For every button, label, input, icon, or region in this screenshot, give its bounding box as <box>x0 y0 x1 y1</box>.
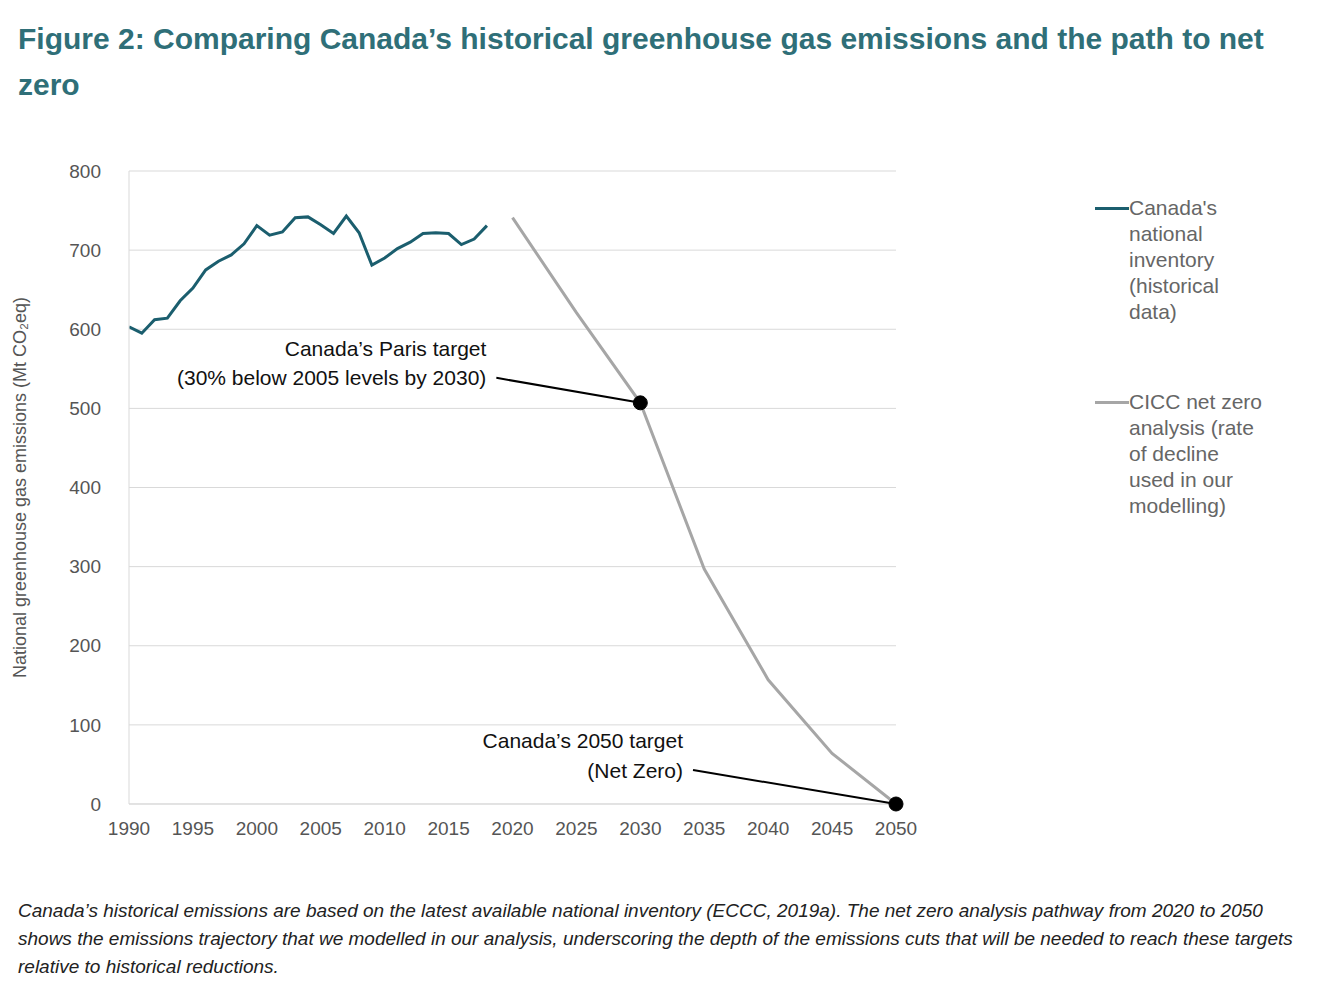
svg-text:1990: 1990 <box>108 818 150 839</box>
html-text:Canada’s historical emissions: Canada’s historical emissions are based … <box>18 900 1293 977</box>
svg-text:(Net Zero): (Net Zero) <box>587 759 683 782</box>
svg-text:2005: 2005 <box>300 818 342 839</box>
svg-text:Canada’s Paris target: Canada’s Paris target <box>285 337 487 360</box>
svg-text:800: 800 <box>69 161 101 182</box>
svg-text:Canada’s 2050 target: Canada’s 2050 target <box>483 729 684 752</box>
svg-text:400: 400 <box>69 477 101 498</box>
svg-text:2015: 2015 <box>427 818 469 839</box>
svg-text:700: 700 <box>69 240 101 261</box>
svg-text:2010: 2010 <box>364 818 406 839</box>
svg-text:600: 600 <box>69 319 101 340</box>
svg-text:0: 0 <box>90 794 101 815</box>
html-text:Canada's national inventory (h: Canada's national inventory (historical … <box>1129 196 1219 323</box>
svg-text:2000: 2000 <box>236 818 278 839</box>
html-text:CICC net zero analysis (rate o: CICC net zero analysis (rate of decline … <box>1129 390 1262 517</box>
svg-text:300: 300 <box>69 556 101 577</box>
svg-text:2020: 2020 <box>491 818 533 839</box>
svg-text:2025: 2025 <box>555 818 597 839</box>
svg-text:(30% below 2005 levels by 2030: (30% below 2005 levels by 2030) <box>177 366 486 389</box>
svg-text:2030: 2030 <box>619 818 661 839</box>
svg-text:500: 500 <box>69 398 101 419</box>
svg-text:National greenhouse gas emissi: National greenhouse gas emissions (Mt CO… <box>10 297 30 678</box>
html-text:Figure 2: Comparing Canada’s h: Figure 2: Comparing Canada’s historical … <box>18 22 1264 101</box>
svg-text:2050: 2050 <box>875 818 917 839</box>
svg-text:2040: 2040 <box>747 818 789 839</box>
svg-text:100: 100 <box>69 715 101 736</box>
svg-text:1995: 1995 <box>172 818 214 839</box>
svg-text:2045: 2045 <box>811 818 853 839</box>
svg-text:2035: 2035 <box>683 818 725 839</box>
svg-text:200: 200 <box>69 635 101 656</box>
